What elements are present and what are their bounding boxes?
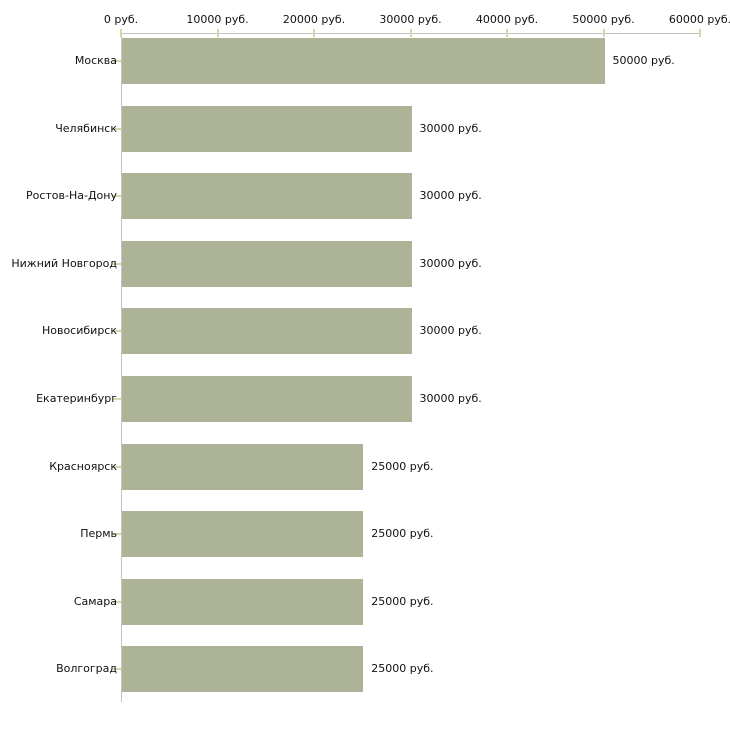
x-axis-tick: [313, 29, 315, 37]
x-axis-tick: [506, 29, 508, 37]
value-label: 25000 руб.: [371, 459, 434, 473]
y-axis-tick: [113, 533, 121, 536]
y-axis-tick: [113, 127, 121, 130]
x-axis-tick: [216, 29, 219, 37]
value-label: 25000 руб.: [371, 527, 434, 541]
bar[interactable]: [122, 38, 605, 84]
bar[interactable]: [122, 105, 412, 152]
value-label: 50000 руб.: [612, 54, 675, 67]
value-label: 30000 руб.: [419, 392, 482, 405]
bar[interactable]: [122, 443, 364, 490]
x-axis-tick-label: 0 руб.: [103, 13, 139, 26]
value-label: 30000 руб.: [419, 256, 482, 270]
bar[interactable]: [122, 578, 364, 625]
y-axis-tick: [113, 330, 121, 333]
category-label: Челябинск: [55, 121, 117, 135]
category-label: Самара: [73, 594, 117, 608]
y-axis-tick: [113, 465, 121, 468]
x-axis-tick: [120, 29, 122, 37]
bar[interactable]: [122, 511, 364, 558]
value-label: 25000 руб.: [371, 662, 434, 676]
category-label: Ростов-На-Дону: [25, 189, 117, 203]
x-axis-tick-label: 40000 руб.: [475, 13, 539, 26]
x-axis-tick-label: 50000 руб.: [572, 13, 635, 26]
y-axis-tick: [113, 668, 121, 671]
category-label: Москва: [74, 54, 117, 67]
bar[interactable]: [122, 173, 412, 220]
x-axis-tick-label: 10000 руб.: [186, 13, 249, 26]
bar[interactable]: [122, 376, 412, 422]
category-label: Новосибирск: [41, 324, 117, 338]
x-axis-tick: [699, 29, 701, 37]
category-label: Нижний Новгород: [11, 256, 117, 270]
y-axis-tick: [113, 60, 121, 62]
x-axis-tick-label: 30000 руб.: [379, 13, 442, 26]
bar[interactable]: [122, 308, 412, 355]
x-axis-tick-label: 60000 руб.: [668, 13, 730, 26]
category-label: Пермь: [80, 527, 117, 541]
y-axis-tick: [113, 195, 121, 198]
y-axis-line: [121, 33, 122, 702]
x-axis-tick: [602, 29, 605, 37]
y-axis-tick: [113, 600, 121, 603]
x-axis-tick: [409, 29, 412, 37]
category-label: Красноярск: [49, 459, 117, 473]
y-axis-tick: [113, 398, 121, 400]
value-label: 30000 руб.: [419, 189, 482, 203]
value-label: 30000 руб.: [419, 324, 482, 338]
bar[interactable]: [122, 240, 412, 287]
x-axis-tick-label: 20000 руб.: [282, 13, 346, 26]
y-axis-tick: [113, 262, 121, 265]
value-label: 25000 руб.: [371, 594, 434, 608]
category-label: Волгоград: [56, 662, 117, 676]
category-label: Екатеринбург: [36, 392, 117, 405]
bar[interactable]: [122, 646, 364, 693]
value-label: 30000 руб.: [419, 121, 482, 135]
